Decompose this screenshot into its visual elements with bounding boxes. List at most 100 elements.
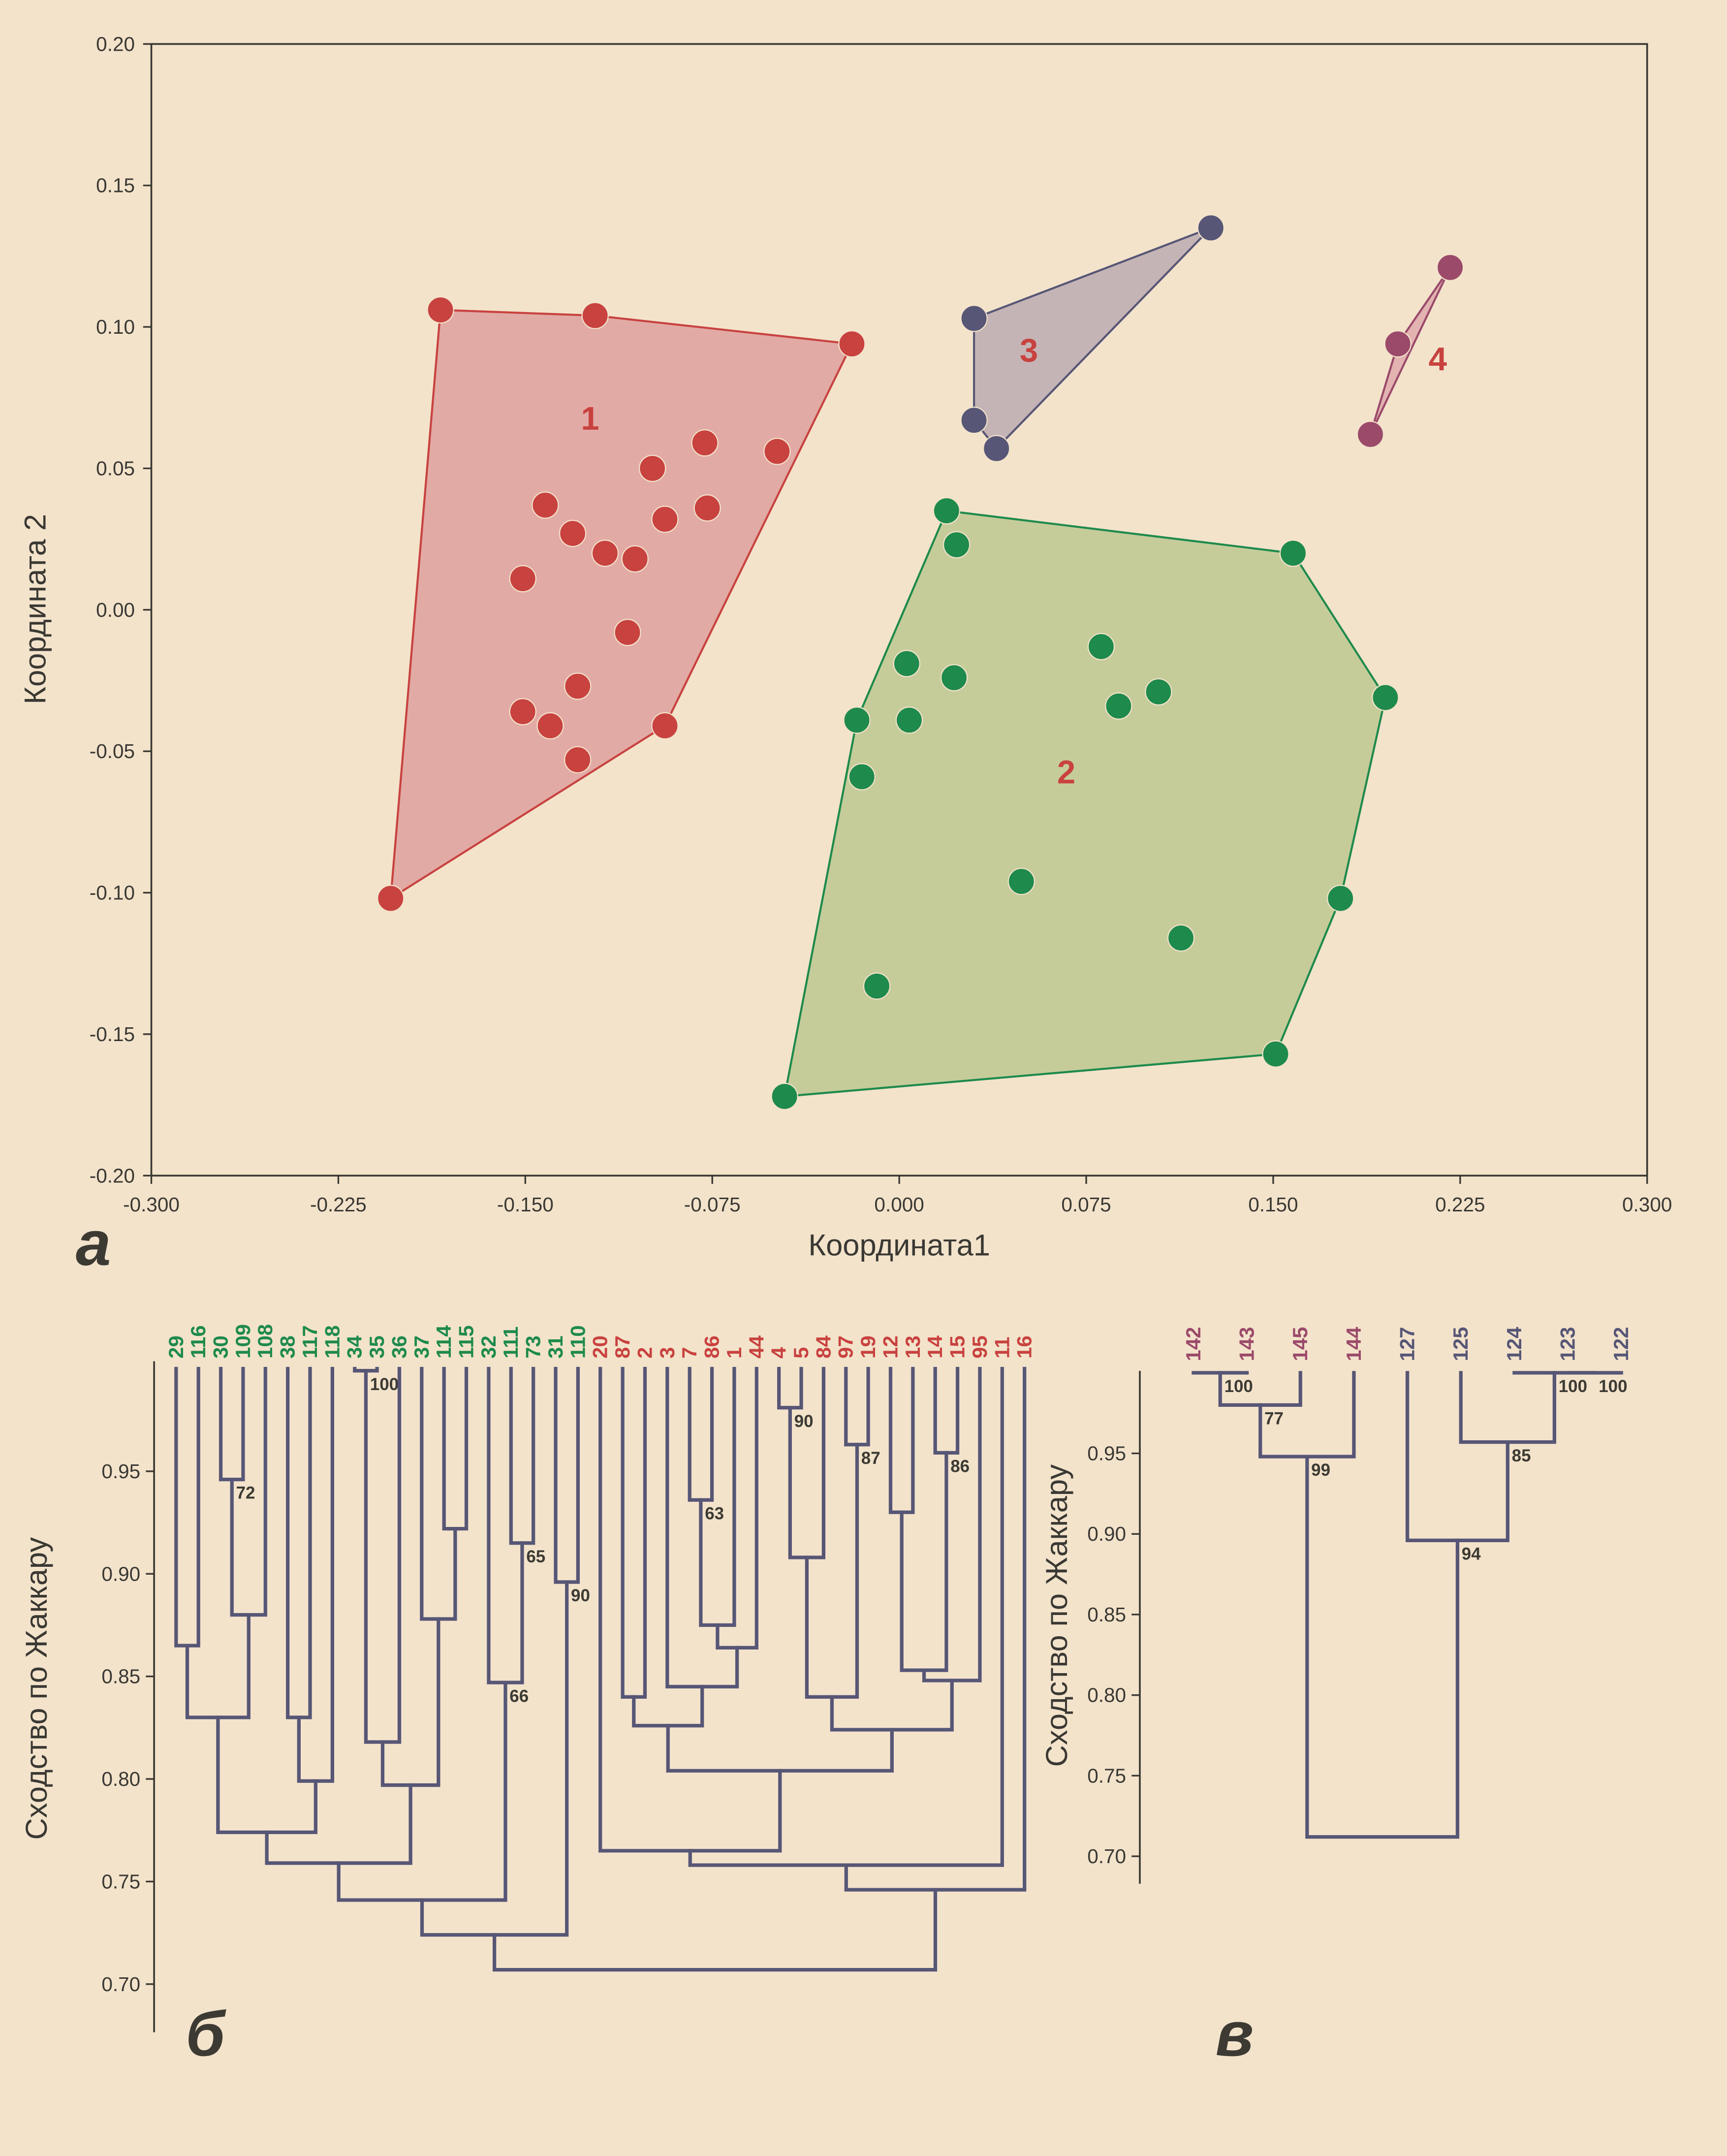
leaf-label: 108	[253, 1324, 277, 1359]
ordination-scatter-plot: Координата1 Координата 2 а -0.300 -0.225 -…	[18, 32, 1672, 1279]
cluster-2-point	[771, 1082, 798, 1110]
cluster-1-point	[536, 712, 564, 740]
leaf-label: 2	[633, 1347, 656, 1359]
leaf-label: 30	[209, 1335, 232, 1359]
leaf-label: 35	[365, 1335, 388, 1359]
y-tick-label: 0.70	[1087, 1845, 1126, 1868]
cluster-2-point	[1087, 633, 1115, 661]
cluster-2-point	[1327, 885, 1354, 912]
y-axis-title: Координата 2	[18, 514, 52, 704]
cluster-2-point	[895, 706, 923, 734]
cluster-1-point	[581, 302, 609, 329]
leaf-label: 95	[968, 1335, 991, 1359]
bootstrap-value: 90	[794, 1412, 814, 1431]
cluster-2-hull	[783, 509, 1387, 1098]
cluster-1-point	[838, 330, 866, 358]
cluster-1-point	[509, 565, 536, 593]
leaf-label: 117	[298, 1325, 321, 1359]
cluster-2-point	[863, 972, 891, 1000]
cluster-1-point	[591, 539, 619, 567]
bootstrap-value: 86	[950, 1457, 970, 1476]
cluster-1-hull	[389, 309, 854, 901]
leaf-label: 86	[700, 1335, 723, 1359]
bootstrap-value: 100	[1559, 1377, 1587, 1396]
x-axis-title: Координата1	[808, 1228, 990, 1262]
cluster-1-point	[763, 438, 791, 465]
cluster-2-point	[843, 706, 871, 734]
leaf-label: 111	[499, 1327, 522, 1359]
y-tick-label: 0.10	[96, 316, 135, 338]
leaf-label: 31	[544, 1335, 567, 1359]
leaf-label: 7	[678, 1347, 701, 1359]
cluster-2-point	[942, 531, 971, 559]
cluster-4-hull	[1369, 267, 1451, 435]
cluster-1-point	[509, 698, 536, 726]
bootstrap-value: 65	[526, 1547, 545, 1566]
x-tick-label: -0.150	[497, 1193, 554, 1216]
leaf-label: 142	[1182, 1327, 1205, 1362]
leaf-label: 3	[656, 1347, 679, 1359]
leaf-label: 14	[923, 1335, 946, 1359]
bootstrap-value: 100	[1225, 1377, 1253, 1396]
bootstrap-value: 72	[236, 1484, 255, 1503]
leaf-label: 11	[990, 1337, 1013, 1359]
dendrogram-b: Сходство по Жаккару б 0.95 0.90 0.85 0.80 0.…	[20, 1324, 1036, 2069]
leaf-label: 118	[320, 1325, 344, 1359]
cluster-1-point	[532, 491, 559, 519]
y-tick-label: 0.20	[96, 32, 135, 55]
cluster-2-point	[1145, 678, 1172, 706]
cluster-2-point	[1167, 924, 1195, 952]
cluster-1-point	[651, 712, 679, 740]
bootstrap-value: 87	[861, 1449, 880, 1468]
cluster-4-point	[1356, 420, 1384, 448]
y-tick-label: -0.20	[90, 1164, 135, 1187]
leaf-label: 4	[767, 1347, 790, 1359]
leaf-label: 97	[834, 1335, 857, 1359]
y-tick-label: 0.75	[1087, 1764, 1126, 1787]
y-axis-title: Сходство по Жаккару	[20, 1537, 54, 1840]
y-tick-label: 0.15	[96, 174, 135, 197]
y-tick-label: -0.15	[90, 1023, 135, 1046]
cluster-2-point	[1372, 684, 1399, 711]
y-tick-label: 0.70	[101, 1973, 140, 1996]
x-tick-label: 0.225	[1435, 1193, 1485, 1216]
y-tick-label: 0.95	[101, 1460, 140, 1483]
cluster-1-point	[564, 672, 592, 700]
leaf-label: 38	[276, 1335, 299, 1359]
dendrogram-branch	[492, 1888, 938, 1972]
leaf-label: 115	[455, 1325, 478, 1359]
leaf-label: 34	[343, 1335, 366, 1359]
dendrogram-c: Сходство по Жаккару в 0.95 0.90 0.85 0.80 0.…	[1040, 1327, 1633, 2069]
cluster-2-point	[893, 650, 920, 677]
leaf-label: 116	[187, 1325, 210, 1359]
panel-label-a: а	[76, 1208, 111, 1279]
cluster-2-point	[1105, 692, 1132, 720]
x-tick-label: 0.150	[1248, 1193, 1298, 1216]
bootstrap-value: 77	[1264, 1409, 1284, 1428]
panel-label-b: б	[186, 1999, 226, 2069]
cluster-2-point	[933, 497, 961, 525]
bootstrap-value: 85	[1512, 1446, 1531, 1465]
cluster-4-point	[1436, 254, 1464, 282]
cluster-1-point	[559, 520, 587, 547]
leaf-label: 32	[477, 1335, 500, 1359]
y-tick-label: 0.00	[96, 599, 135, 621]
x-tick-label: 0.075	[1061, 1193, 1111, 1216]
leaf-label: 12	[879, 1335, 902, 1359]
bootstrap-value: 90	[571, 1586, 590, 1605]
y-tick-label: 0.80	[1087, 1684, 1126, 1707]
cluster-1-point	[691, 429, 719, 457]
cluster-2-point	[848, 763, 876, 791]
cluster-1-point	[621, 545, 649, 573]
leaf-label: 36	[387, 1335, 410, 1359]
leaf-label: 73	[522, 1335, 545, 1359]
cluster-label: 2	[1057, 754, 1075, 791]
x-tick-label: 0.300	[1622, 1193, 1672, 1216]
x-tick-label: -0.225	[310, 1193, 367, 1216]
leaf-label: 16	[1013, 1335, 1036, 1359]
leaf-label: 87	[611, 1335, 634, 1359]
leaf-label: 122	[1609, 1327, 1633, 1362]
cluster-1-point	[614, 619, 641, 646]
cluster-3-point	[1197, 214, 1225, 242]
